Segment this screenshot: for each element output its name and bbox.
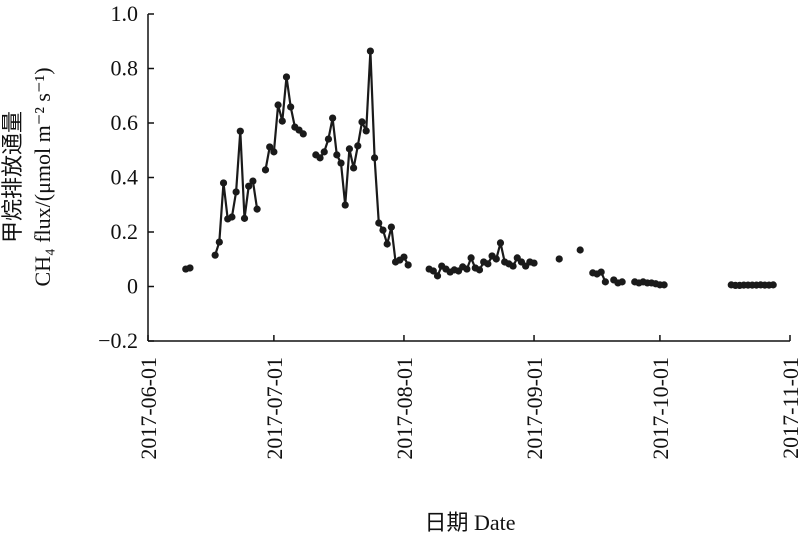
- data-point: [660, 281, 668, 289]
- data-point: [299, 130, 307, 138]
- data-point: [341, 201, 349, 209]
- data-point: [429, 267, 437, 275]
- data-point: [576, 246, 584, 254]
- data-point: [211, 251, 219, 259]
- data-point: [769, 281, 777, 289]
- data-point: [215, 238, 223, 246]
- data-point: [370, 154, 379, 162]
- data-point: [597, 268, 605, 276]
- data-point: [329, 114, 337, 122]
- data-point: [274, 101, 282, 109]
- y-tick-label: 0.8: [111, 56, 139, 81]
- data-point: [492, 255, 500, 263]
- x-axis-label: 日期 Date: [424, 510, 515, 535]
- data-point: [530, 259, 538, 267]
- data-point: [362, 127, 370, 135]
- x-tick-label: 2017-08-01: [392, 357, 417, 460]
- data-point: [236, 127, 244, 135]
- y-tick-label: 1.0: [111, 1, 139, 26]
- data-point: [383, 240, 391, 248]
- y-tick-label: 0.6: [111, 110, 139, 135]
- data-point: [253, 205, 261, 213]
- data-point: [333, 151, 341, 159]
- data-point: [278, 117, 286, 125]
- data-point: [433, 272, 442, 280]
- data-point: [496, 239, 505, 247]
- data-point: [375, 219, 383, 227]
- data-point: [509, 262, 517, 270]
- data-point: [219, 179, 228, 187]
- data-point: [320, 148, 328, 156]
- y-tick-label: 0.4: [111, 165, 139, 190]
- data-point: [245, 182, 253, 190]
- x-tick-label: 2017-07-01: [262, 357, 287, 460]
- data-point: [232, 188, 240, 196]
- y-tick-label: 0: [127, 274, 138, 299]
- y-tick-label: 0.2: [111, 219, 139, 244]
- data-point: [337, 159, 345, 167]
- data-point: [354, 142, 362, 150]
- data-point: [618, 278, 626, 286]
- data-point: [324, 135, 333, 143]
- data-point: [316, 154, 324, 162]
- data-point: [240, 214, 249, 222]
- x-tick-label: 2017-09-01: [522, 357, 547, 460]
- data-point: [404, 261, 412, 269]
- data-point: [249, 177, 257, 185]
- data-point: [601, 278, 609, 286]
- series-line: [185, 51, 774, 287]
- y-axis-label: CH₄ flux/(μmol m⁻² s⁻¹): [30, 67, 55, 286]
- data-point: [387, 223, 395, 231]
- data-point: [400, 253, 408, 261]
- x-tick-label: 2017-10-01: [648, 357, 673, 460]
- data-point: [350, 164, 358, 172]
- data-point: [266, 143, 274, 151]
- y-axis-label: 甲烷排放通量: [0, 111, 25, 243]
- data-point: [475, 266, 484, 274]
- data-point: [287, 103, 295, 111]
- data-point: [484, 260, 492, 268]
- data-point: [228, 213, 236, 221]
- data-point: [379, 226, 387, 234]
- x-tick-label: 2017-06-01: [136, 357, 161, 460]
- data-point: [358, 118, 366, 126]
- data-point: [186, 264, 194, 272]
- data-point: [270, 148, 278, 156]
- data-point: [467, 254, 475, 262]
- data-point: [463, 265, 471, 273]
- data-point: [366, 47, 374, 55]
- data-point: [345, 145, 354, 153]
- x-tick-label: 2017-11-01: [778, 357, 800, 459]
- data-point: [261, 166, 270, 174]
- y-tick-label: −0.2: [98, 328, 138, 353]
- data-point: [555, 255, 563, 263]
- data-point: [282, 73, 291, 81]
